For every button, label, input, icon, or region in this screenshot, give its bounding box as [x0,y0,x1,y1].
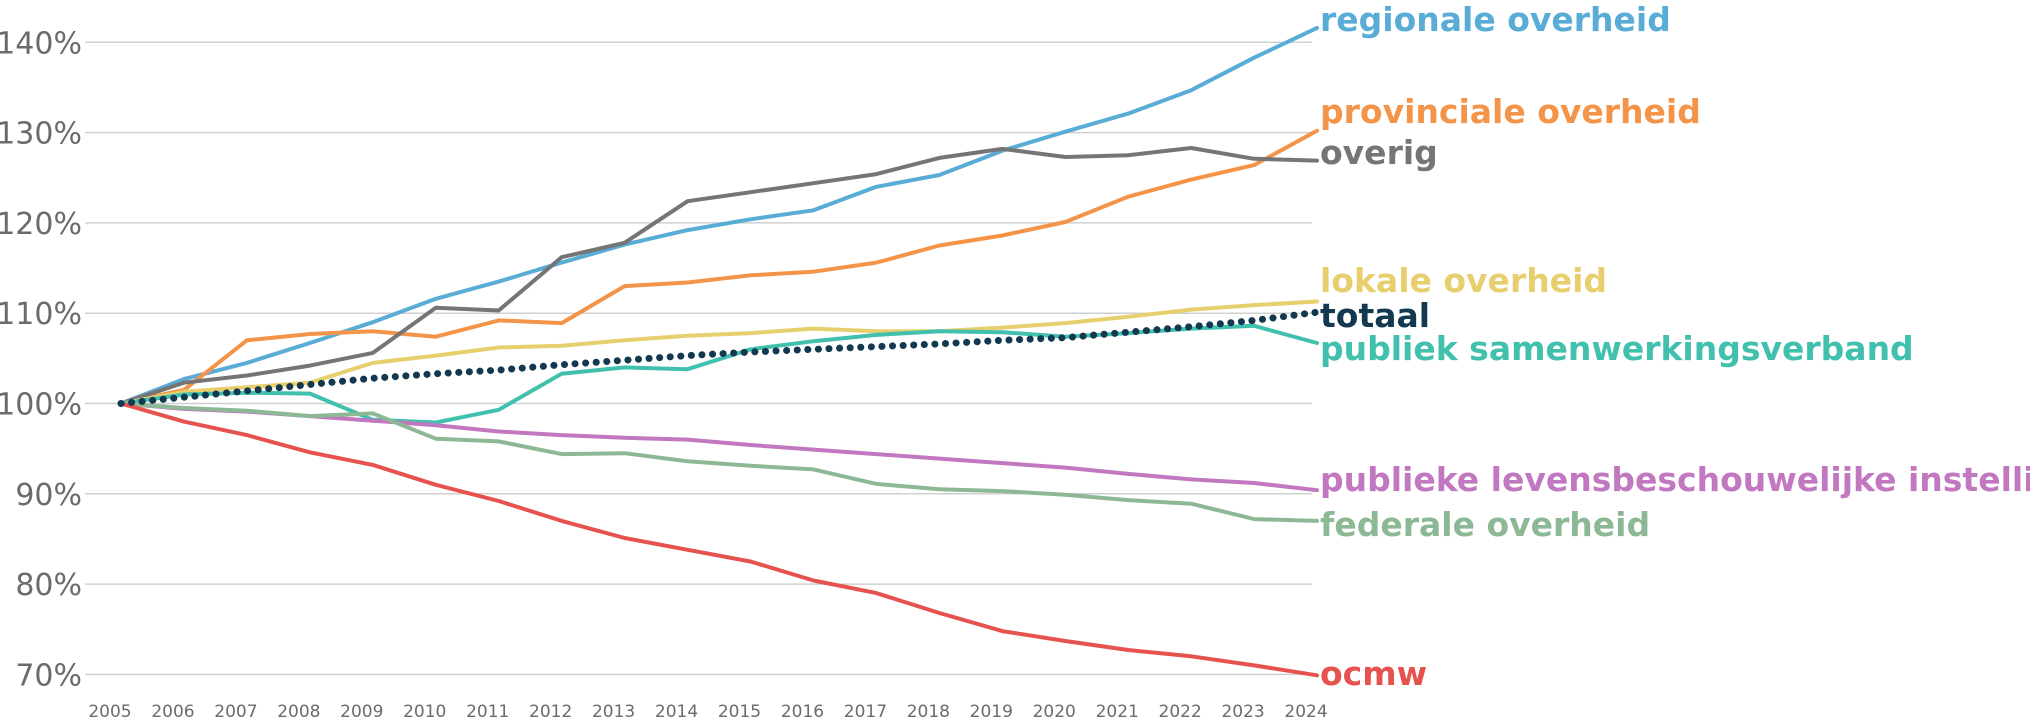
x-tick-2021: 2021 [1096,702,1139,722]
y-tick-80: 80% [15,568,82,603]
series-label-ocmw: ocmw [1320,654,1427,693]
x-tick-2008: 2008 [277,702,320,722]
x-tick-2022: 2022 [1159,702,1202,722]
grid-lines [85,41,1312,676]
series-line-federale-overheid [119,401,1319,523]
series-line-totaal [117,308,1321,407]
y-tick-130: 130% [0,117,82,152]
y-tick-110: 110% [0,297,82,332]
series-label-publieke-levensbeschouwelijke-instelling: publieke levensbeschouwelijke instelling [1320,460,2030,499]
y-tick-120: 120% [0,207,82,242]
x-tick-2009: 2009 [340,702,383,722]
y-tick-90: 90% [15,478,82,513]
series-label-federale-overheid: federale overheid [1320,505,1650,544]
x-tick-2006: 2006 [151,702,194,722]
x-tick-2014: 2014 [655,702,698,722]
series-label-provinciale-overheid: provinciale overheid [1320,92,1701,131]
series-label-overig: overig [1320,133,1438,172]
x-tick-2020: 2020 [1033,702,1076,722]
y-tick-70: 70% [15,658,82,693]
x-tick-2024: 2024 [1284,702,1327,722]
x-tick-2019: 2019 [970,702,1013,722]
series-line-overig [119,146,1319,406]
series-line-ocmw [119,401,1319,678]
x-tick-2017: 2017 [844,702,887,722]
x-tick-2018: 2018 [907,702,950,722]
series-label-lokale-overheid: lokale overheid [1320,261,1607,300]
x-axis-ticks: 2005 2006 2007 2008 2009 2010 2011 2012 2013 2014… [88,702,1327,722]
y-tick-140: 140% [0,26,82,61]
series-labels: regionale overheid provinciale overheidov… [1320,0,2030,693]
x-tick-2013: 2013 [592,702,635,722]
x-tick-2010: 2010 [403,702,446,722]
x-tick-2005: 2005 [88,702,131,722]
x-tick-2016: 2016 [781,702,824,722]
series-line-provinciale-overheid [119,128,1319,406]
series-line-regionale-overheid [119,25,1319,406]
series-line-publiek-samenwerkingsverband [119,323,1319,425]
x-tick-2023: 2023 [1221,702,1264,722]
series-label-totaal: totaal [1320,296,1430,335]
y-tick-100: 100% [0,388,82,423]
x-tick-2007: 2007 [214,702,257,722]
x-tick-2012: 2012 [529,702,572,722]
series-line-lokale-overheid [119,299,1319,406]
series-label-publiek-samenwerkingsverband: publiek samenwerkingsverband [1320,329,1914,368]
x-tick-2011: 2011 [466,702,509,722]
y-axis-ticks: 70% 80% 90% 100% 110% 120% 130% 140% [0,26,82,693]
series-label-regionale-overheid: regionale overheid [1320,0,1671,39]
series-lines [117,25,1321,678]
x-tick-2015: 2015 [718,702,761,722]
